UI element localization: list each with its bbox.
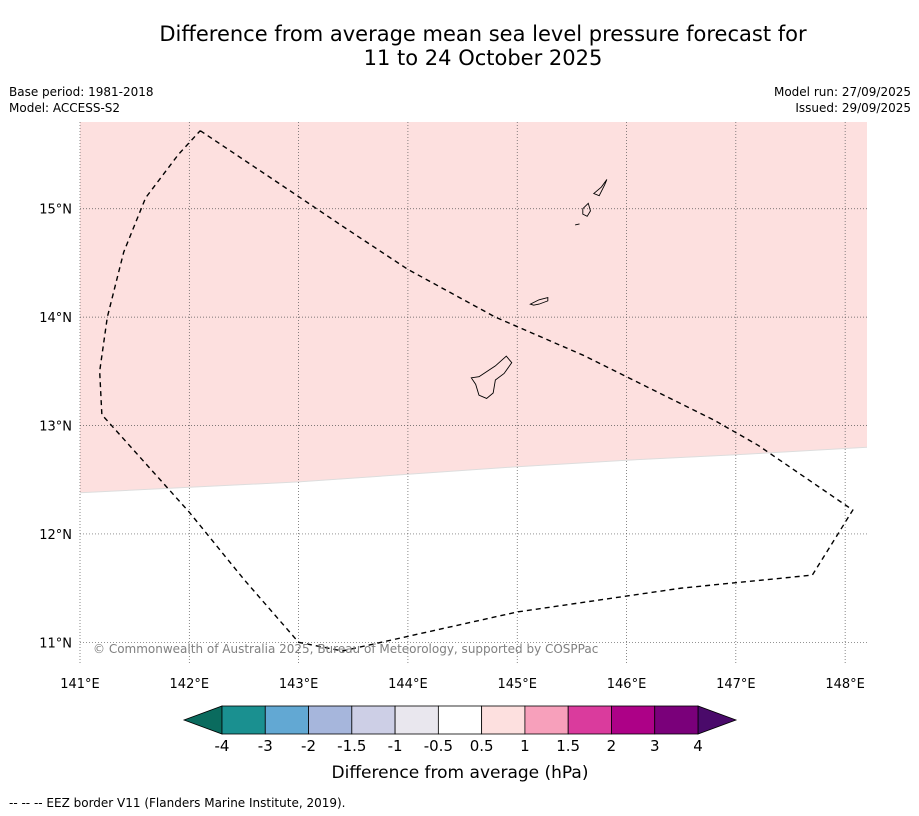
colorbar-tick-label: -4 <box>215 737 230 755</box>
base-period: Base period: 1981-2018 <box>9 85 154 99</box>
map-axes: 141°E 142°E 143°E 144°E 145°E 146°E 147°E 148°E… <box>39 203 865 692</box>
lon-tick-label: 143°E <box>279 677 319 692</box>
model-run: Model run: 27/09/2025 <box>773 85 911 99</box>
colorbar-swatch <box>437 705 483 735</box>
eez-footnote: -- -- -- EEZ border V11 (Flanders Marine… <box>9 796 346 810</box>
colorbar-tick-label: -3 <box>258 737 273 755</box>
lat-tick-label: 13°N <box>39 420 72 435</box>
colorbar-tick-label: 2 <box>607 737 617 755</box>
lat-tick-label: 15°N <box>39 203 72 218</box>
island-tinian <box>582 202 591 217</box>
colorbar-tick-label: 1 <box>520 737 530 755</box>
model-name: Model: ACCESS-S2 <box>9 101 121 115</box>
colorbar-swatch <box>567 705 612 735</box>
colorbar-tick-label: 3 <box>650 737 660 755</box>
colorbar-tick-label: 0.5 <box>470 737 494 755</box>
title-line-1: Difference from average mean sea level p… <box>159 22 807 46</box>
anomaly-region <box>80 122 867 493</box>
title-line-2: 11 to 24 October 2025 <box>363 46 603 70</box>
island-rota <box>529 297 549 306</box>
lon-tick-label: 141°E <box>60 677 100 692</box>
colorbar-tick-label: -2 <box>301 737 316 755</box>
colorbar: -4 -3 -2 -1.5 -1 -0.5 0.5 1 1.5 2 3 4 <box>182 705 738 755</box>
island-guam <box>470 355 513 399</box>
colorbar-swatch <box>524 705 569 735</box>
colorbar-tick-label: 4 <box>693 737 703 755</box>
lon-tick-label: 145°E <box>497 677 537 692</box>
issued-date: Issued: 29/09/2025 <box>795 101 911 115</box>
colorbar-swatch <box>351 705 396 735</box>
island-aguijan <box>575 223 580 226</box>
colorbar-over-arrow <box>697 705 738 735</box>
colorbar-swatch <box>481 705 526 735</box>
island-saipan <box>592 179 608 197</box>
colorbar-tick-label: -0.5 <box>424 737 453 755</box>
eez-border <box>98 130 854 652</box>
lon-tick-label: 146°E <box>607 677 647 692</box>
colorbar-tick-label: 1.5 <box>556 737 580 755</box>
colorbar-swatch <box>394 705 439 735</box>
lat-tick-label: 11°N <box>39 636 72 651</box>
lat-tick-label: 14°N <box>39 311 72 326</box>
colorbar-label: Difference from average (hPa) <box>332 763 589 783</box>
lon-tick-label: 148°E <box>825 677 865 692</box>
map-plot <box>79 122 868 664</box>
lon-tick-label: 144°E <box>388 677 428 692</box>
chart-title: Difference from average mean sea level p… <box>80 22 886 70</box>
colorbar-under-arrow <box>182 705 223 735</box>
colorbar-tick-label: -1.5 <box>337 737 366 755</box>
anomaly-contour <box>79 446 868 494</box>
colorbar-tick-label: -1 <box>388 737 403 755</box>
colorbar-swatch <box>264 705 309 735</box>
colorbar-swatch <box>308 705 353 735</box>
colorbar-swatch <box>221 705 266 735</box>
copyright-notice: © Commonwealth of Australia 2025, Bureau… <box>93 642 598 656</box>
colorbar-swatch <box>654 705 699 735</box>
meta-left: Base period: 1981-2018 Model: ACCESS-S2 <box>9 84 154 116</box>
colorbar-swatch <box>611 705 656 735</box>
meta-right: Model run: 27/09/2025 Issued: 29/09/2025 <box>774 84 911 116</box>
lon-tick-label: 147°E <box>716 677 756 692</box>
lat-tick-label: 12°N <box>39 528 72 543</box>
lon-tick-label: 142°E <box>170 677 210 692</box>
